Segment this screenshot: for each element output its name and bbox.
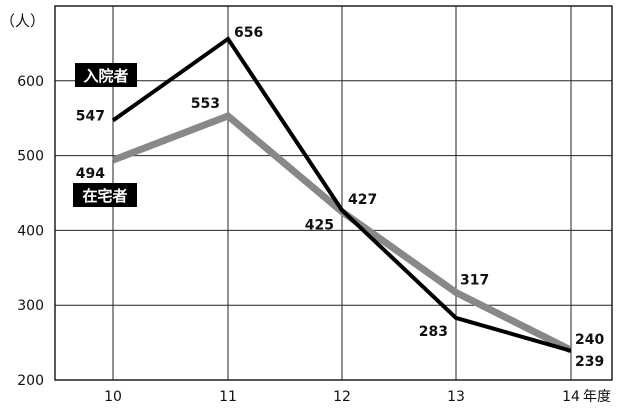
data-label: 553 <box>191 96 220 112</box>
series-label-text: 在宅者 <box>82 187 127 205</box>
data-label: 240 <box>575 332 604 348</box>
axes: 200 300 400 500 600 10 11 12 13 14 年度 <box>17 5 613 405</box>
data-label: 425 <box>305 218 334 234</box>
data-label: 317 <box>460 272 489 288</box>
series-lines <box>111 36 573 354</box>
x-tick-label: 12 <box>333 389 351 405</box>
data-labels: 547 656 427 283 239 494 553 425 317 240 <box>76 25 605 370</box>
series-label-inpatients: 入院者 <box>75 63 137 87</box>
series-label-text: 入院者 <box>83 67 128 85</box>
x-tick-label: 14 <box>562 389 580 405</box>
grid <box>55 6 612 380</box>
x-axis-unit-label: 年度 <box>583 389 611 405</box>
y-tick-label: 300 <box>17 298 44 314</box>
x-tick-label: 10 <box>104 389 122 405</box>
series-label-home-care: 在宅者 <box>73 183 137 207</box>
data-label: 283 <box>419 324 448 340</box>
data-label: 656 <box>234 25 263 41</box>
series-line-inpatients <box>111 36 572 353</box>
y-axis-unit-label: （人） <box>0 12 45 30</box>
y-tick-label: 400 <box>17 223 44 239</box>
series-label-box <box>73 183 137 207</box>
data-label: 547 <box>76 108 105 124</box>
data-label: 494 <box>76 166 105 182</box>
series-label-box <box>75 63 137 87</box>
plot-frame <box>54 5 613 381</box>
x-tick-label: 11 <box>219 389 237 405</box>
y-tick-label: 200 <box>17 373 44 389</box>
y-tick-label: 600 <box>17 74 44 90</box>
y-tick-label: 500 <box>17 149 44 165</box>
data-label: 239 <box>575 354 604 370</box>
x-tick-label: 13 <box>447 389 465 405</box>
data-label: 427 <box>348 192 377 208</box>
